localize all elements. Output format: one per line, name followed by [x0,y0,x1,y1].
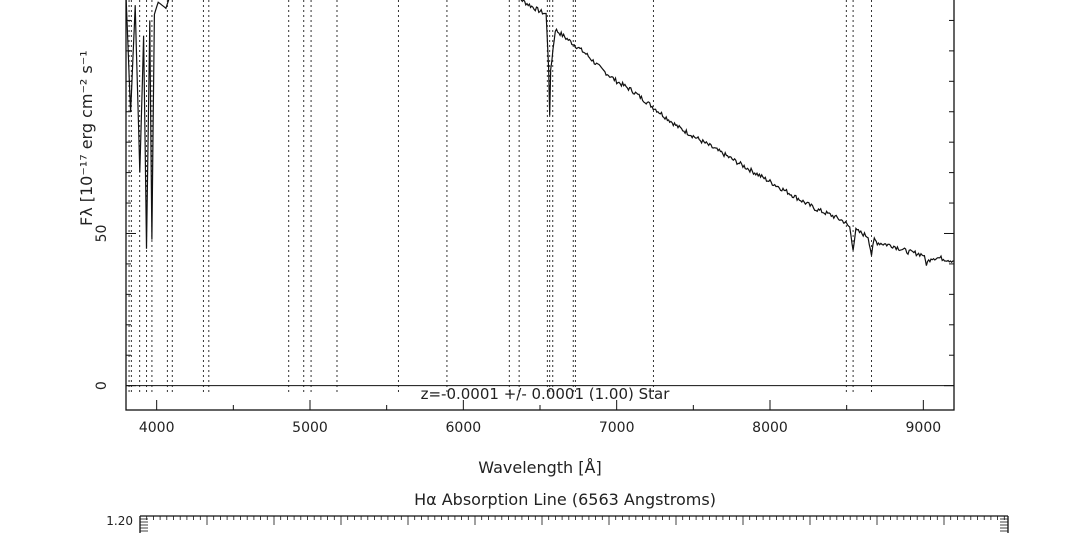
y-tick-label-50: 50 [94,225,110,243]
y-axis-ticks: 0 50 [94,19,954,390]
h-alpha-chart: Hα Absorption Line (6563 Angstroms) 1.20 [106,490,1009,533]
x-tick-label-7000: 7000 [599,420,635,436]
spectrum-series-line [125,0,955,266]
h-alpha-chart-title: Hα Absorption Line (6563 Angstroms) [414,490,716,509]
plot-frame [125,0,955,411]
x-tick-label-8000: 8000 [752,420,788,436]
x-tick-label-6000: 6000 [446,420,482,436]
x-tick-label-5000: 5000 [292,420,328,436]
y-axis-label: Fλ [10⁻¹⁷ erg cm⁻² s⁻¹ [77,50,96,226]
x-tick-label-4000: 4000 [139,420,175,436]
x-axis-label: Wavelength [Å] [478,458,601,477]
h-alpha-y-tick-label: 1.20 [106,514,133,528]
line-markers [128,0,873,395]
x-tick-label-9000: 9000 [906,420,942,436]
x-axis-ticks: 4000 5000 6000 7000 8000 9000 [139,400,941,436]
y-tick-label-0: 0 [94,381,110,390]
h-alpha-top-ticks [139,515,1008,532]
main-spectrum-chart: 4000 5000 6000 7000 8000 9000 0 50 z=-0.0001 +… [77,0,955,477]
redshift-annotation: z=-0.0001 +/- 0.0001 (1.00) Star [421,385,671,403]
